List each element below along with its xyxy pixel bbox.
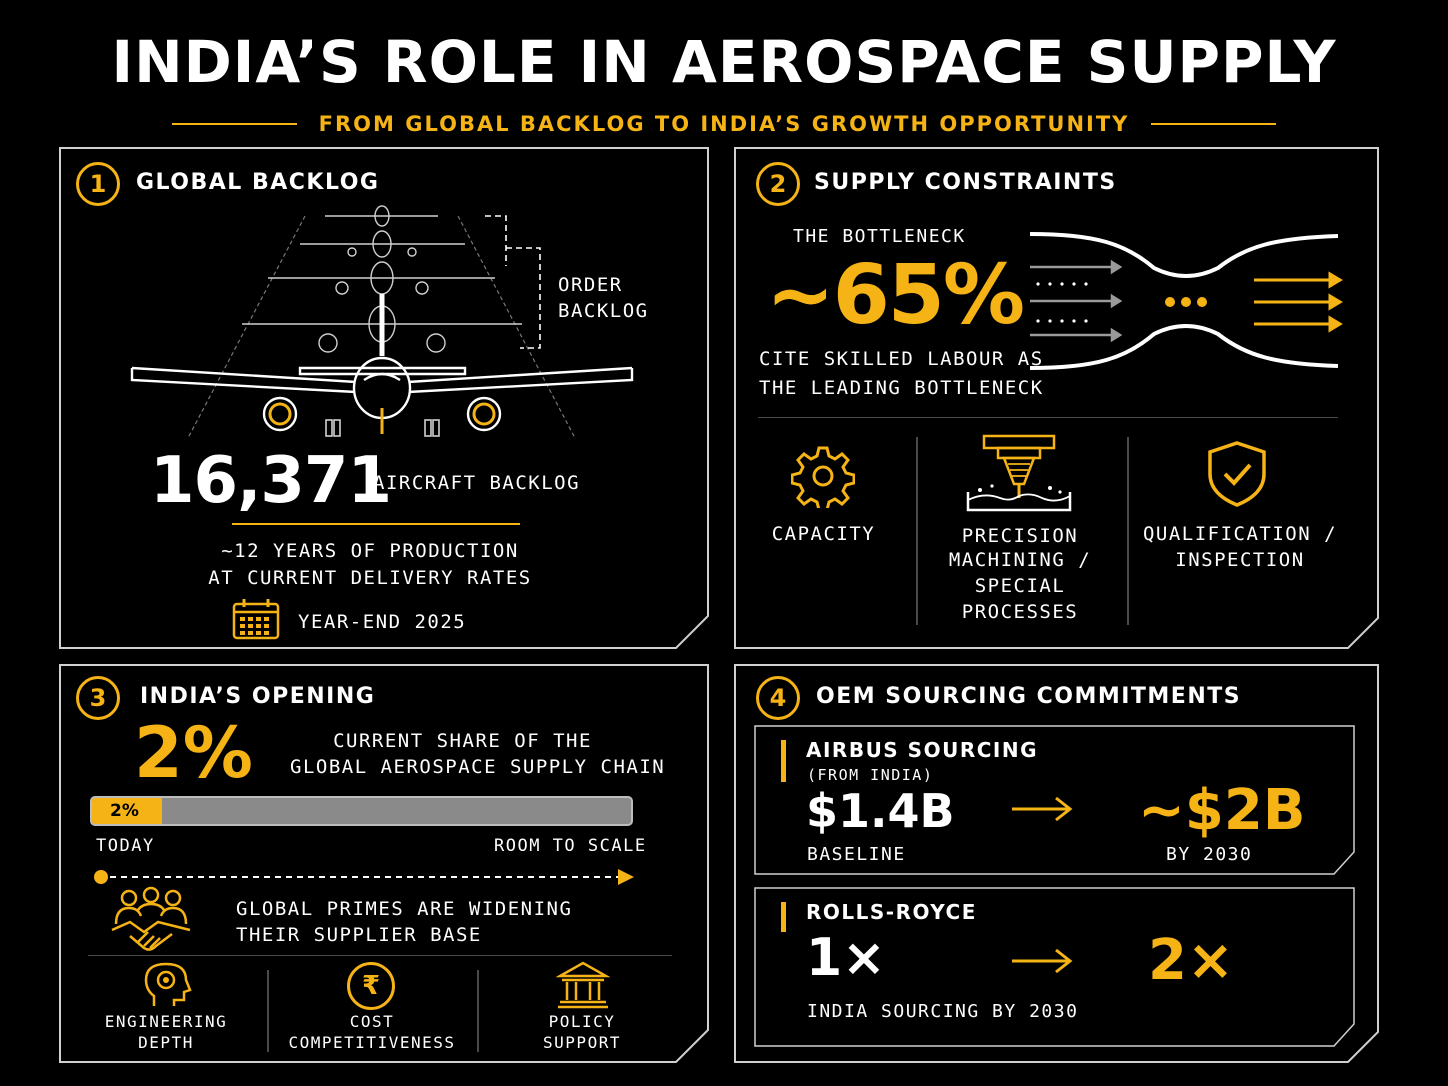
progress-label: 2%: [110, 801, 139, 821]
backlog-date: YEAR-END 2025: [298, 611, 467, 633]
head-gear-icon: [144, 962, 192, 1006]
airbus-subtitle: (FROM INDIA): [807, 766, 934, 784]
backlog-note-line1: ~12 YEARS OF PRODUCTION: [221, 540, 519, 562]
india-strength-cost-1: COST: [349, 1012, 395, 1031]
india-share-value: 2%: [134, 712, 253, 794]
airbus-box-frame: [754, 725, 1355, 875]
bottleneck-desc-line1: CITE SKILLED LABOUR AS: [759, 348, 1044, 370]
growth-arrow-icon: [94, 869, 634, 885]
india-strength-policy-1: POLICY: [548, 1012, 616, 1031]
government-building-icon: [556, 961, 610, 1009]
subtitle-rule-right: [1151, 123, 1277, 125]
panel-2-frame: [734, 147, 1379, 649]
page-subtitle: FROM GLOBAL BACKLOG TO INDIA’S GROWTH OP…: [318, 112, 1130, 136]
panel-2-title: SUPPLY CONSTRAINTS: [814, 170, 1117, 195]
india-share-progress-bar: 2%: [90, 796, 633, 826]
panel-1-number-badge: 1: [76, 162, 120, 206]
airbus-from-value: $1.4B: [806, 784, 955, 838]
constraint-label-machining-1: PRECISION: [961, 525, 1079, 547]
airbus-from-label: BASELINE: [807, 844, 906, 865]
order-backlog-label-line2: BACKLOG: [558, 300, 649, 322]
subtitle-row: FROM GLOBAL BACKLOG TO INDIA’S GROWTH OP…: [172, 108, 1277, 140]
page-title: INDIA’S ROLE IN AEROSPACE SUPPLY: [111, 28, 1337, 96]
airplane-icon: [130, 205, 634, 439]
constraint-label-machining-2: MACHINING /: [948, 549, 1092, 571]
backlog-underline: [232, 523, 520, 525]
primes-text-line1: GLOBAL PRIMES ARE WIDENING: [236, 898, 573, 920]
rolls-title: ROLLS-ROYCE: [806, 900, 977, 924]
rolls-to-value: 2×: [1148, 928, 1234, 993]
panel-2-vdiv-2: [1127, 437, 1129, 625]
primes-text-line2: THEIR SUPPLIER BASE: [236, 924, 482, 946]
india-share-desc-line1: CURRENT SHARE OF THE: [333, 730, 592, 752]
panel-3-vdiv-1: [267, 970, 269, 1052]
panel-3-frame: [59, 664, 709, 1063]
india-strength-engineering-2: DEPTH: [138, 1033, 194, 1052]
panel-2-number-badge: 2: [756, 162, 800, 206]
rolls-arrow-icon: [1012, 948, 1073, 974]
airbus-to-label: BY 2030: [1166, 844, 1253, 865]
constraint-label-qualification-2: INSPECTION: [1175, 549, 1305, 571]
panel-4-title: OEM SOURCING COMMITMENTS: [816, 684, 1242, 709]
panel-1-frame: [59, 147, 709, 649]
gear-icon: [791, 446, 855, 508]
order-backlog-label-line1: ORDER: [558, 274, 623, 296]
backlog-value-label: AIRCRAFT BACKLOG: [373, 472, 581, 494]
backlog-value: 16,371: [150, 444, 392, 518]
progress-today-label: TODAY: [96, 836, 155, 856]
progress-room-label: ROOM TO SCALE: [494, 836, 647, 856]
india-strength-policy-2: SUPPORT: [543, 1033, 621, 1052]
bottleneck-funnel-icon: [1029, 232, 1343, 370]
panel-3-number-badge: 3: [76, 676, 120, 720]
rolls-from-value: 1×: [806, 928, 886, 988]
panel-4-frame: [734, 664, 1379, 1063]
machining-icon: [966, 434, 1072, 512]
rupee-icon: ₹: [347, 962, 395, 1010]
rolls-accent-bar: [781, 902, 786, 932]
bottleneck-value: ~65%: [766, 248, 1025, 343]
backlog-note-line2: AT CURRENT DELIVERY RATES: [208, 567, 532, 589]
constraint-label-qualification-1: QUALIFICATION /: [1142, 523, 1338, 545]
panel-3-title: INDIA’S OPENING: [140, 684, 376, 709]
airbus-accent-bar: [781, 740, 786, 782]
rolls-label: INDIA SOURCING BY 2030: [807, 1001, 1079, 1022]
panel-2-divider: [758, 417, 1338, 418]
bottleneck-kicker: THE BOTTLENECK: [793, 226, 966, 247]
calendar-icon: [232, 599, 280, 640]
panel-1-title: GLOBAL BACKLOG: [136, 170, 380, 195]
rolls-box-frame: [754, 887, 1355, 1047]
constraint-label-capacity: CAPACITY: [771, 523, 876, 545]
panel-3-vdiv-2: [477, 970, 479, 1052]
india-strength-cost-2: COMPETITIVENESS: [288, 1033, 456, 1052]
constraint-label-machining-4: PROCESSES: [961, 601, 1079, 623]
airbus-title: AIRBUS SOURCING: [806, 738, 1038, 762]
constraint-label-machining-3: SPECIAL: [974, 575, 1066, 597]
panel-4-number-badge: 4: [756, 676, 800, 720]
airbus-to-value: ~$2B: [1138, 778, 1306, 843]
panel-2-vdiv-1: [916, 437, 918, 625]
progress-fill: [92, 798, 163, 824]
shield-check-icon: [1208, 441, 1266, 507]
india-share-desc-line2: GLOBAL AEROSPACE SUPPLY CHAIN: [290, 756, 666, 778]
panel-3-divider: [88, 955, 672, 956]
airbus-arrow-icon: [1012, 796, 1073, 822]
bottleneck-desc-line2: THE LEADING BOTTLENECK: [759, 377, 1044, 399]
handshake-people-icon: [111, 886, 191, 951]
subtitle-rule-left: [172, 123, 297, 125]
india-strength-engineering-1: ENGINEERING: [104, 1012, 228, 1031]
